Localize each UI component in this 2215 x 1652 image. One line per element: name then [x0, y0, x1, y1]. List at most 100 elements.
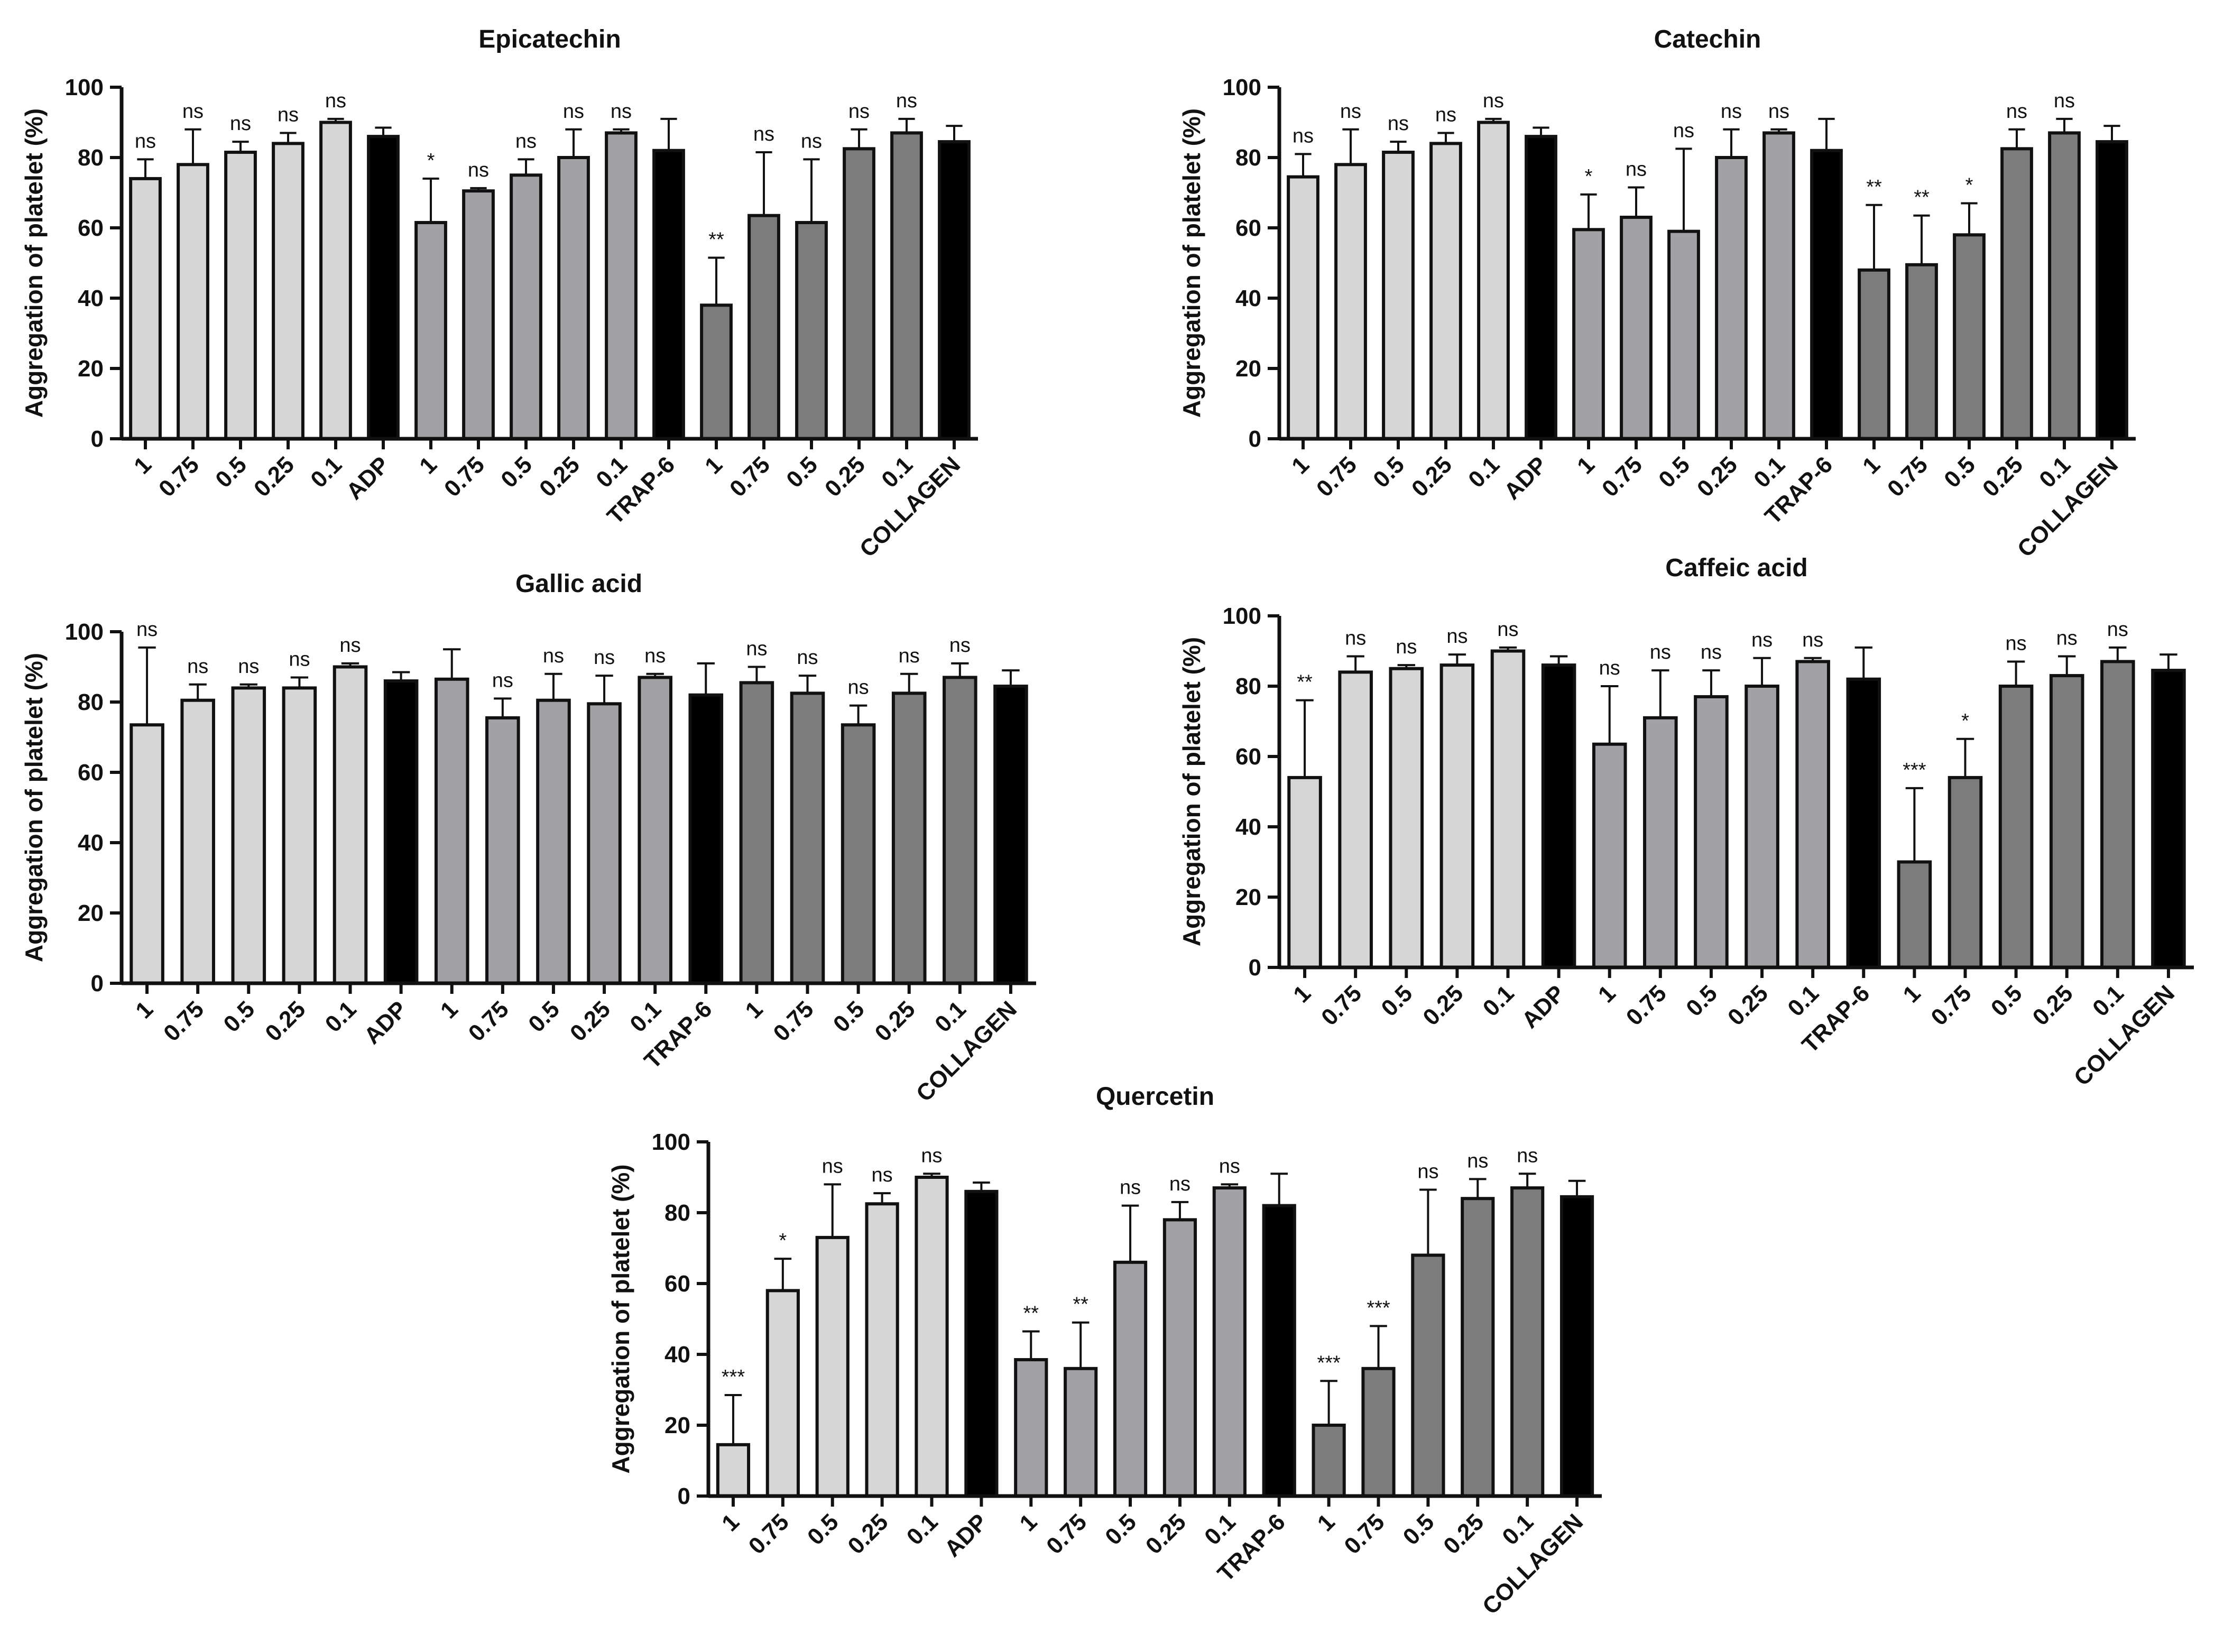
significance-label: **: [1866, 176, 1882, 198]
x-tick-label: 0.75: [1339, 1509, 1389, 1559]
bar-1-6: [1592, 742, 1627, 969]
significance-label: ns: [1650, 641, 1671, 663]
significance-label: ns: [543, 645, 564, 667]
significance-label: ns: [182, 100, 204, 123]
significance-label: ns: [822, 1155, 843, 1177]
x-tick-label: 0.5: [802, 1509, 844, 1550]
significance-label: **: [1073, 1294, 1088, 1316]
bar-0-5-8: [510, 173, 542, 440]
significance-label: ns: [872, 1164, 893, 1186]
bar-collagen-17: [993, 685, 1028, 985]
significance-label: ns: [611, 100, 632, 123]
x-tick-label: 0.1: [2088, 980, 2129, 1021]
significance-label: ns: [1497, 619, 1518, 641]
x-tick-label: 0.5: [1986, 980, 2027, 1021]
bar-0-5-8: [536, 698, 571, 985]
bar-1-6: [1014, 1358, 1048, 1498]
bar-0-1-4: [915, 1176, 949, 1498]
bar-collagen-17: [938, 140, 971, 440]
x-tick-label: 0.75: [1882, 451, 1933, 502]
bar-0-1-4: [333, 665, 368, 985]
bar-0-75-13: [1361, 1367, 1396, 1498]
significance-label: ns: [1396, 636, 1417, 658]
y-tick-label: 0: [1249, 955, 1261, 981]
significance-label: ns: [1435, 104, 1456, 126]
significance-label: ns: [2006, 100, 2027, 123]
bar-trap-6-11: [652, 149, 685, 440]
chart-title: Gallic acid: [515, 570, 642, 598]
bar-0-1-16: [890, 131, 923, 440]
x-tick-label: 0.25: [534, 451, 585, 502]
bar-0-25-9: [557, 156, 590, 440]
y-tick-label: 40: [1235, 285, 1261, 311]
x-tick-label: 0.75: [439, 451, 490, 502]
y-tick-label: 80: [78, 689, 104, 715]
chart-panel-4: Quercetin Aggregation of platelet (%) 0 20 4…: [607, 1083, 1602, 1620]
significance-label: ns: [1701, 641, 1722, 663]
x-tick-label: 0.1: [1497, 1509, 1538, 1550]
bar-trap-6-11: [1846, 677, 1881, 969]
x-tick-label: 0.1: [306, 451, 347, 493]
significance-label: ns: [1483, 90, 1504, 112]
y-tick-label: 100: [652, 1129, 690, 1155]
significance-label: ns: [1293, 125, 1314, 147]
bar-0-1-4: [1477, 121, 1510, 440]
x-tick-label: 0.1: [1783, 980, 1824, 1021]
x-tick-label: ADP: [1499, 451, 1552, 504]
bar-0-1-4: [1490, 649, 1526, 969]
chart-title: Quercetin: [1096, 1083, 1214, 1111]
bar-0-25-9: [587, 702, 622, 985]
x-tick-label: 0.1: [625, 996, 666, 1037]
y-tick-label: 60: [1235, 744, 1261, 770]
x-tick-label: 1: [1288, 980, 1316, 1008]
significance-label: ns: [136, 619, 158, 641]
bar-trap-6-11: [1810, 149, 1843, 440]
significance-label: ns: [468, 159, 489, 181]
y-tick-label: 60: [78, 215, 104, 241]
significance-label: ns: [1467, 1150, 1488, 1172]
x-tick-label: 1: [1287, 451, 1314, 479]
significance-label: ns: [1721, 100, 1742, 123]
significance-label: **: [1023, 1302, 1039, 1324]
x-tick-label: 0.1: [1199, 1509, 1241, 1550]
bar-0-5-2: [231, 686, 266, 985]
significance-label: *: [779, 1230, 787, 1252]
x-tick-label: 1: [740, 996, 768, 1023]
y-tick-label: 0: [91, 971, 104, 996]
x-tick-label: 0.5: [1939, 451, 1980, 493]
significance-label: ns: [2006, 632, 2027, 654]
x-tick-label: 0.25: [1418, 980, 1468, 1030]
bar-0-25-9: [1745, 685, 1779, 969]
bar-0-75-1: [765, 1289, 800, 1498]
x-tick-label: 0.25: [1141, 1509, 1191, 1559]
x-tick-label: 0.75: [768, 996, 818, 1046]
significance-label: ns: [1802, 629, 1823, 651]
significance-label: ns: [1517, 1145, 1538, 1167]
significance-label: ns: [135, 130, 156, 152]
bar-0-75-7: [462, 189, 495, 440]
x-tick-label: 0.25: [1978, 451, 2028, 502]
significance-label: ns: [753, 123, 774, 145]
bar-0-1-16: [943, 676, 977, 985]
bar-collagen-17: [2096, 140, 2128, 440]
y-tick-label: 100: [65, 75, 104, 100]
significance-label: ns: [899, 645, 920, 667]
bar-trap-6-11: [1262, 1204, 1296, 1498]
chart-panel-0: Epicatechin Aggregation of platelet (%) 0 2…: [20, 25, 978, 562]
significance-label: ***: [1317, 1352, 1341, 1374]
significance-label: ns: [492, 669, 513, 691]
bar-1-0: [130, 723, 164, 985]
bar-0-1-10: [1762, 131, 1795, 440]
bar-1-12: [739, 681, 774, 985]
bar-1-12: [1312, 1424, 1346, 1498]
bar-adp-5: [1541, 663, 1576, 969]
bar-1-0: [1287, 776, 1322, 970]
y-tick-label: 0: [91, 426, 104, 452]
bar-0-1-10: [1795, 660, 1830, 969]
bar-1-12: [1897, 860, 1932, 969]
y-tick-label: 100: [65, 619, 104, 645]
bar-1-12: [1858, 268, 1890, 440]
bar-0-75-1: [177, 163, 209, 440]
significance-label: ns: [801, 130, 822, 152]
